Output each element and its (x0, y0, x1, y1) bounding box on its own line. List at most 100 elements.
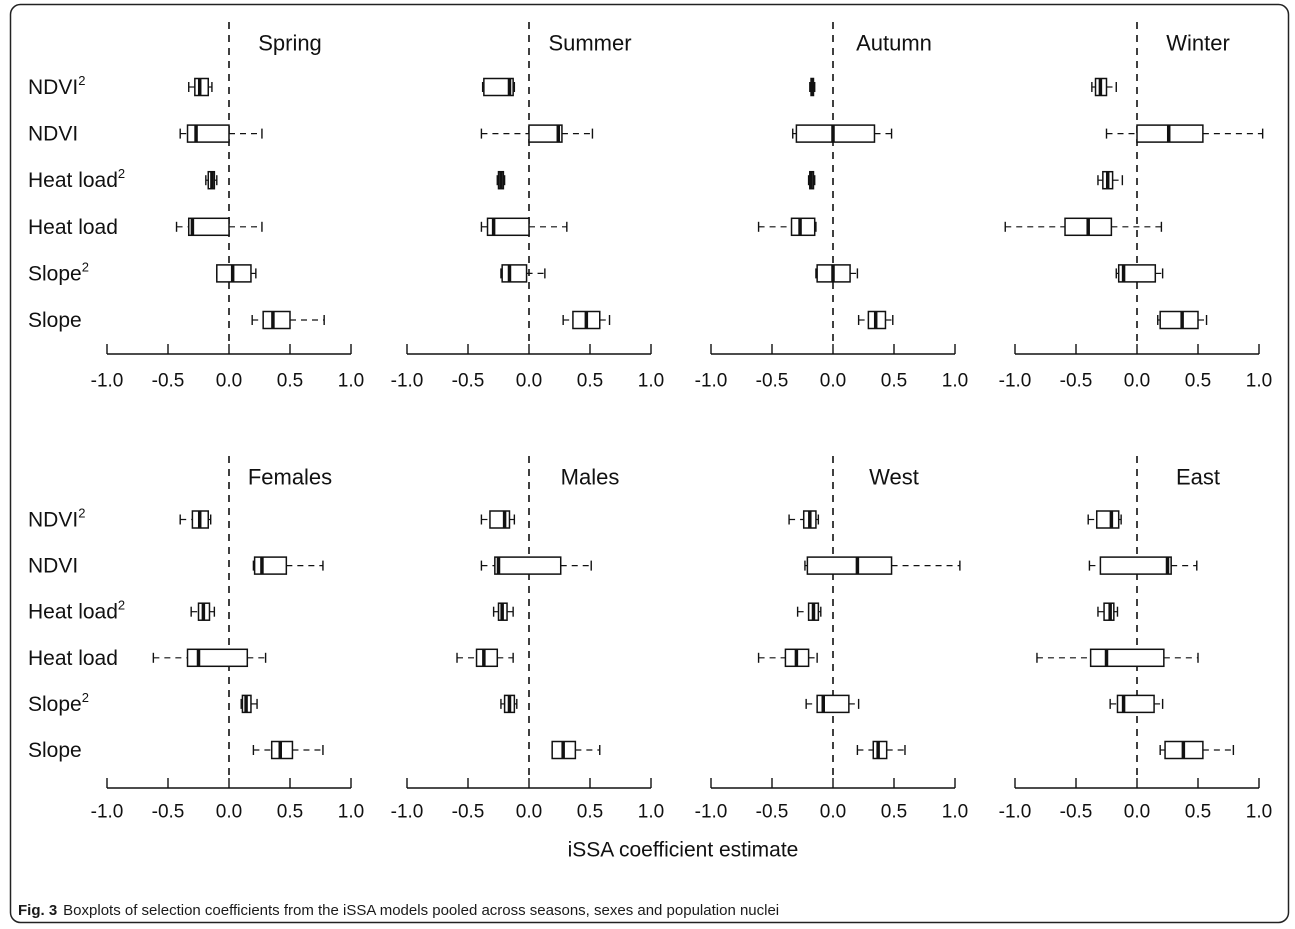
x-tick-label-0-5: 0.5 (881, 371, 907, 392)
summer-heat-load-box (486, 217, 530, 237)
panel-west: West -1.0 -0.5 0.0 0.5 1.0 (695, 456, 968, 823)
boxplot-females-ndvi (252, 556, 324, 575)
row-label-slope: Slope (28, 309, 82, 332)
boxplot-spring-heat-load-squared (205, 170, 218, 190)
x-tick-label-0-5: 0.5 (277, 802, 303, 823)
boxplot-west-ndvi (804, 556, 961, 575)
boxplot-females-slope-squared (240, 694, 258, 714)
boxplot-autumn-slope-squared (815, 264, 859, 283)
x-tick-label-1-0: 1.0 (1246, 802, 1272, 823)
boxplot-west-heat-load-squared (796, 602, 822, 621)
males-ndvi-squared-box (489, 510, 511, 529)
row-label-heat-load: Heat load (28, 646, 118, 669)
panel-winter: Winter -1.0 -0.5 0.0 0.5 1.0 (999, 22, 1272, 392)
row-label-text: Heat load (28, 646, 118, 669)
x-tick-label-minus-1-0: -1.0 (695, 371, 728, 392)
x-tick-label-0-0: 0.0 (1124, 371, 1150, 392)
panel-title-summer: Summer (548, 31, 631, 56)
summer-slope-squared-box (501, 264, 528, 283)
x-tick-label-minus-1-0: -1.0 (391, 802, 424, 823)
boxplot-west-slope (856, 740, 906, 760)
x-tick-label-0-0: 0.0 (516, 371, 542, 392)
boxplot-summer-ndvi (480, 124, 594, 143)
boxplot-spring-slope-squared (216, 264, 257, 283)
summer-ndvi-squared-box (483, 77, 514, 97)
x-tick-label-0-0: 0.0 (820, 802, 846, 823)
row-label-ndvi: NDVI (28, 554, 78, 577)
x-axis-west: -1.0 -0.5 0.0 0.5 1.0 (695, 778, 968, 823)
x-tick-label-0-5: 0.5 (577, 802, 603, 823)
boxplot-winter-slope-squared (1115, 264, 1164, 283)
x-tick-label-0-0: 0.0 (216, 371, 242, 392)
boxplot-males-slope (551, 740, 601, 760)
x-tick-label-minus-1-0: -1.0 (695, 802, 728, 823)
x-tick-label-minus-0-5: -0.5 (452, 802, 485, 823)
females-ndvi-box (253, 556, 288, 575)
panel-title-winter: Winter (1166, 31, 1230, 56)
autumn-heat-load-box (790, 217, 816, 237)
boxplot-autumn-slope (857, 310, 894, 330)
winter-slope-box (1159, 310, 1199, 330)
figure-caption: Fig. 3 Boxplots of selection coefficients… (18, 902, 779, 919)
row-label-heat-load: Heat load (28, 215, 118, 238)
panel-title-autumn: Autumn (856, 31, 932, 56)
row-label-text: NDVI (28, 76, 78, 99)
boxplot-autumn-heat-load-squared (807, 170, 816, 190)
boxplot-winter-ndvi-squared (1091, 77, 1117, 97)
row-label-ndvi-squared: NDVI2 (28, 73, 85, 99)
x-tick-label-minus-0-5: -0.5 (452, 371, 485, 392)
row-label-heat-load-squared: Heat load2 (28, 166, 125, 192)
x-tick-label-minus-0-5: -0.5 (152, 802, 185, 823)
row-label-text: Slope (28, 692, 82, 715)
panel-title-west: West (869, 465, 919, 490)
boxplot-autumn-ndvi-squared (809, 77, 816, 97)
boxplot-males-ndvi (480, 556, 592, 575)
females-slope-box (270, 740, 294, 760)
x-tick-label-minus-0-5: -0.5 (756, 802, 789, 823)
boxplot-winter-heat-load (1004, 217, 1163, 237)
x-axis-summer: -1.0 -0.5 0.0 0.5 1.0 (391, 344, 664, 392)
row-label-text: Heat load (28, 215, 118, 238)
panel-summer: Summer -1.0 -0.5 0.0 0.5 1.0 (391, 22, 664, 392)
boxplot-males-heat-load (456, 648, 514, 668)
x-tick-label-minus-0-5: -0.5 (1060, 371, 1093, 392)
boxplot-females-heat-load (152, 648, 267, 668)
row-label-slope-squared: Slope2 (28, 259, 89, 285)
boxplot-females-slope (252, 740, 324, 760)
row-label-text: NDVI (28, 554, 78, 577)
east-ndvi-squared-box (1095, 510, 1120, 529)
x-tick-label-0-0: 0.0 (1124, 802, 1150, 823)
boxplot-summer-slope-squared (500, 264, 546, 283)
boxplot-west-ndvi-squared (788, 510, 820, 529)
panel-title-females: Females (248, 465, 332, 490)
x-tick-label-0-0: 0.0 (820, 371, 846, 392)
x-tick-label-minus-1-0: -1.0 (999, 371, 1032, 392)
west-slope-box (872, 740, 888, 760)
row-label-text: Heat load (28, 600, 118, 623)
x-tick-label-1-0: 1.0 (338, 802, 364, 823)
row-label-text: Slope (28, 262, 82, 285)
boxplot-autumn-heat-load (757, 217, 817, 237)
panel-title-males: Males (561, 465, 620, 490)
east-heat-load-box (1089, 648, 1165, 668)
summer-ndvi-box (528, 124, 563, 143)
x-tick-label-1-0: 1.0 (638, 802, 664, 823)
row-label-slope: Slope (28, 739, 82, 762)
panel-males: Males -1.0 -0.5 0.0 0.5 1.0 (391, 456, 664, 823)
x-tick-label-0-5: 0.5 (277, 371, 303, 392)
row-label-superscript: 2 (82, 259, 89, 274)
boxplot-males-heat-load-squared (492, 602, 514, 621)
boxplot-east-ndvi (1088, 556, 1198, 575)
x-tick-label-minus-0-5: -0.5 (152, 371, 185, 392)
x-axis-winter: -1.0 -0.5 0.0 0.5 1.0 (999, 344, 1272, 392)
boxplot-east-ndvi-squared (1087, 510, 1122, 529)
boxplot-winter-heat-load-squared (1097, 170, 1124, 190)
spring-ndvi-box (186, 124, 230, 143)
boxplot-west-slope-squared (805, 694, 860, 714)
east-slope-squared-box (1116, 694, 1155, 714)
boxplot-spring-ndvi (179, 124, 263, 143)
winter-slope-squared-box (1117, 264, 1157, 283)
x-axis-males: -1.0 -0.5 0.0 0.5 1.0 (391, 778, 664, 823)
